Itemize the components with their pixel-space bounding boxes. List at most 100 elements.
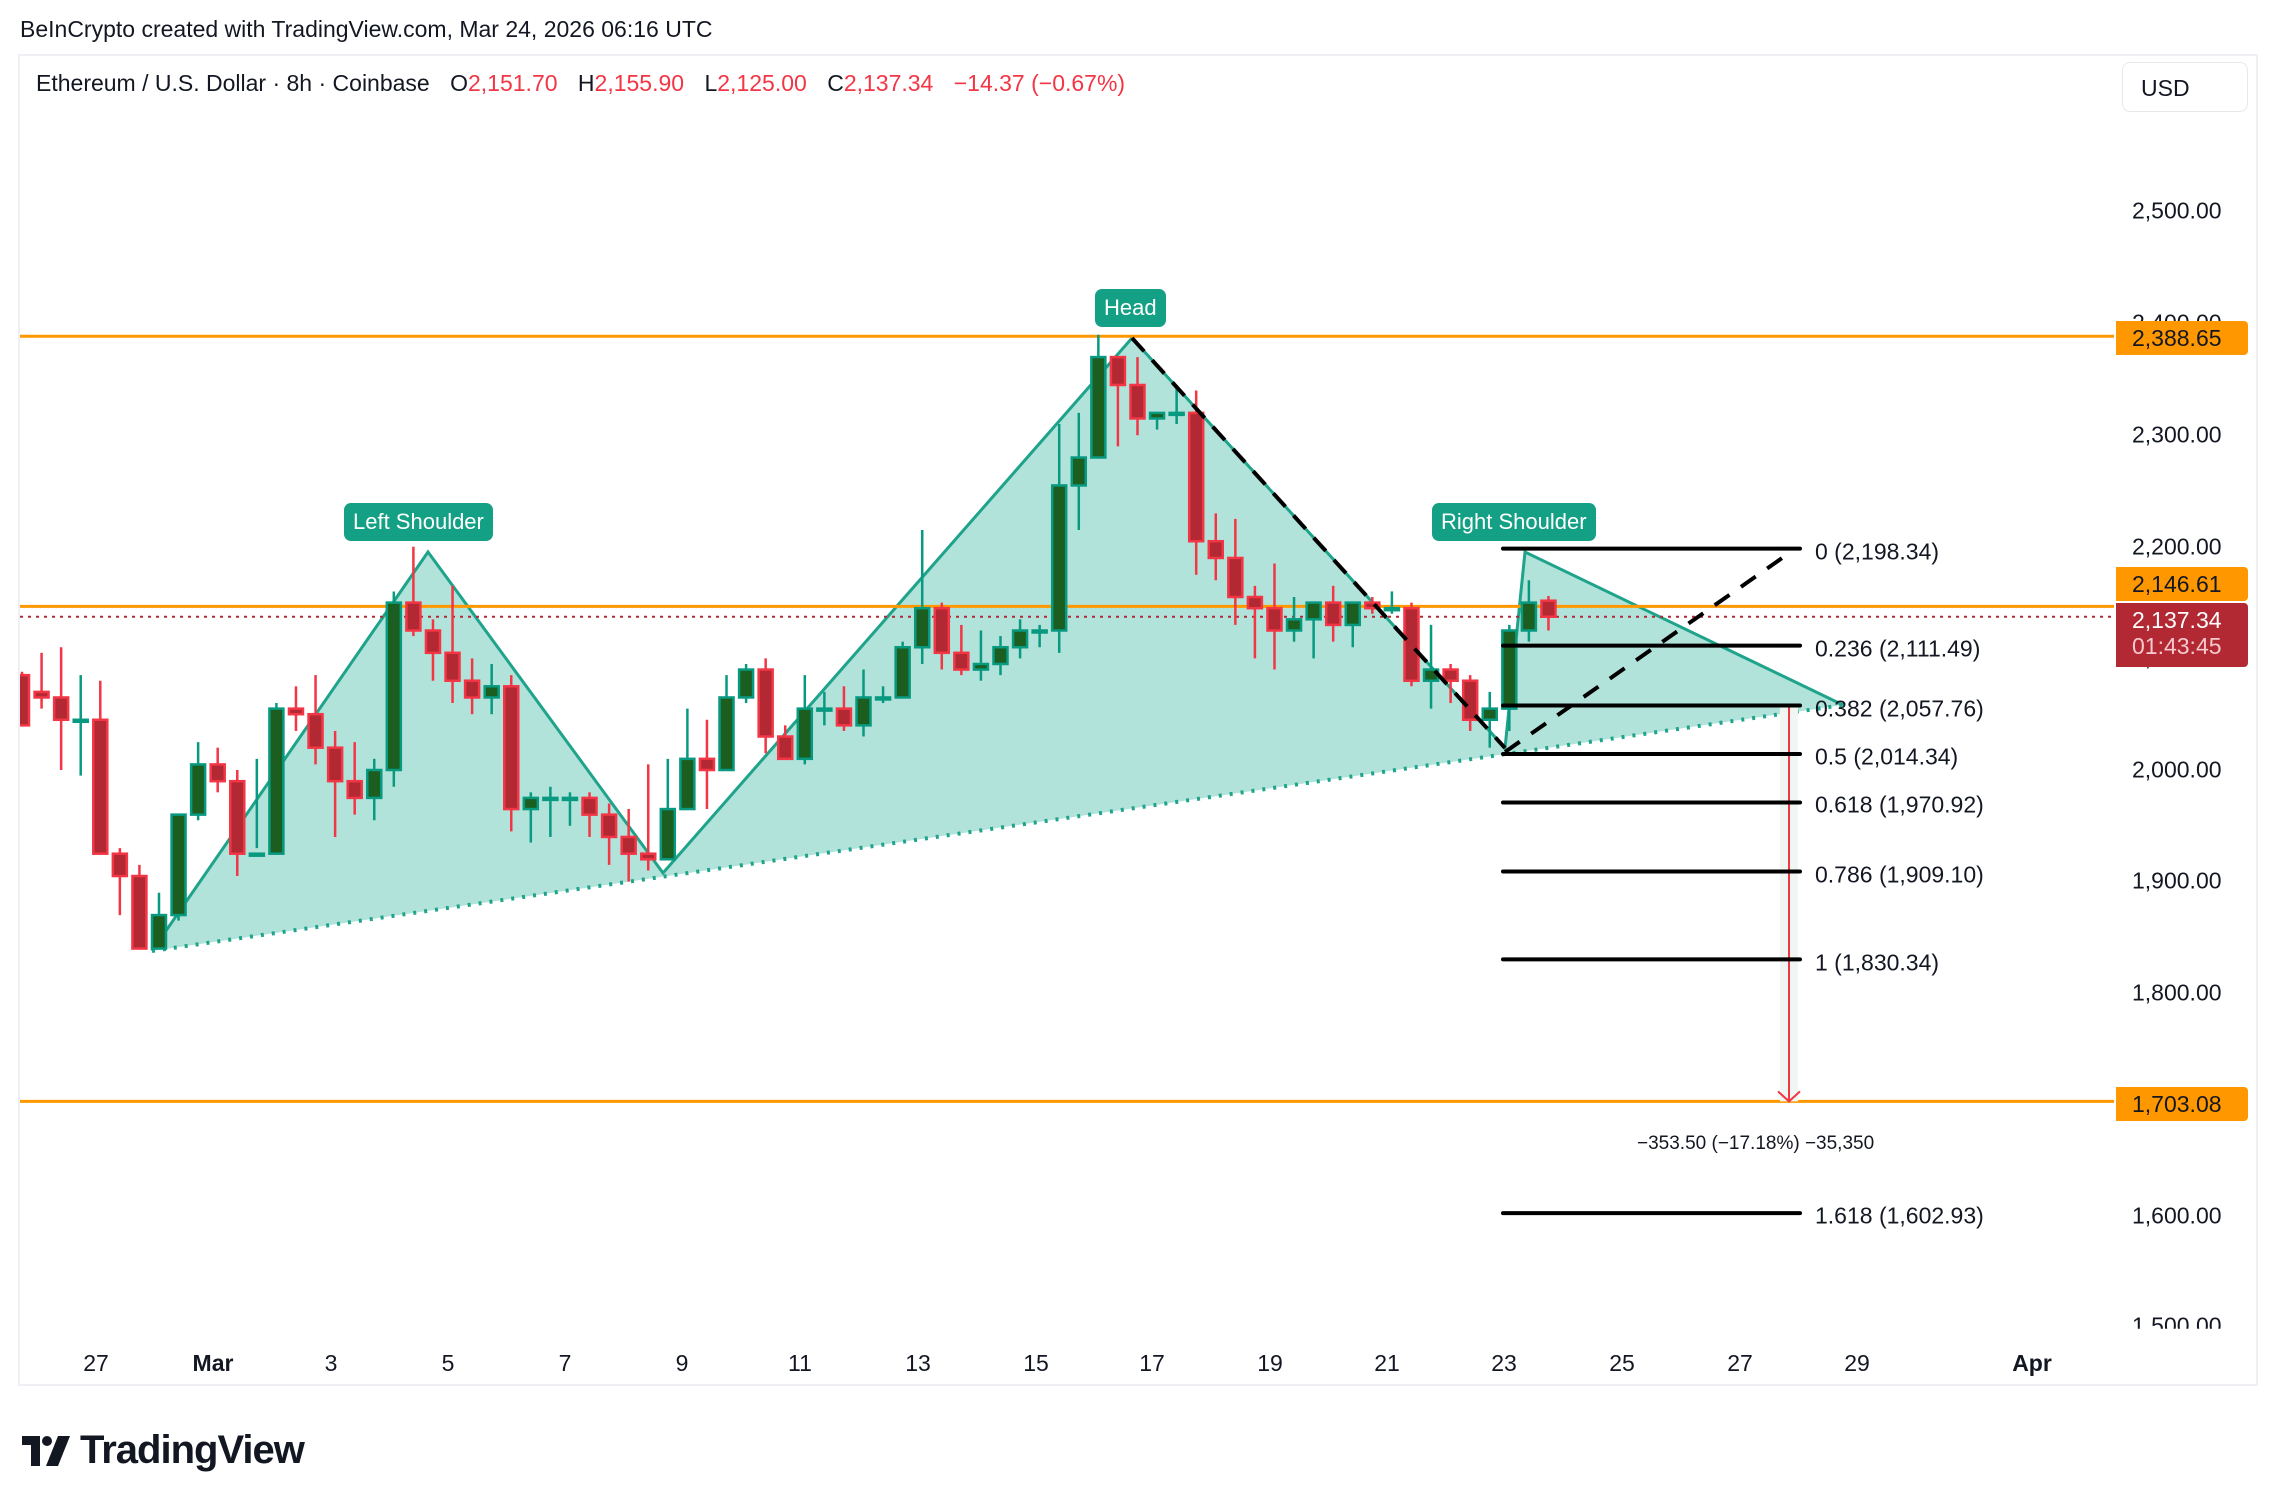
currency-button[interactable]: USD	[2122, 62, 2248, 112]
candle-down	[698, 757, 716, 772]
candle-down	[1129, 383, 1146, 420]
candle-up	[718, 696, 735, 772]
time-tick: 19	[1257, 1350, 1283, 1376]
candle-down	[1324, 601, 1342, 627]
high-label: H	[577, 70, 595, 96]
price-tick: 1,900.00	[2132, 867, 2222, 894]
candle-up	[1168, 411, 1185, 417]
price-tick: 1,500.00	[2132, 1312, 2222, 1339]
candle-down	[600, 813, 618, 839]
time-tick: Apr	[2012, 1350, 2052, 1376]
candle-down	[131, 874, 148, 950]
open-label: O	[450, 70, 468, 96]
fib-level-0382: 0.382 (2,057.76)	[1815, 695, 1984, 722]
last-price-value: 2,137.34	[2132, 607, 2222, 633]
neckline-price-tag: 2,146.61	[2116, 567, 2248, 601]
head-label[interactable]: Head	[1095, 289, 1166, 327]
left-shoulder-label[interactable]: Left Shoulder	[344, 503, 493, 541]
candle-down	[424, 629, 442, 655]
price-tick: 2,300.00	[2132, 421, 2222, 448]
candle-up	[1070, 456, 1088, 487]
candle-up	[189, 763, 207, 816]
candle-down	[52, 696, 70, 722]
candle-up	[796, 707, 814, 761]
candle-up	[1050, 484, 1068, 632]
candle-down	[1364, 601, 1381, 610]
candle-up	[1344, 601, 1362, 627]
low-value: 2,125.00	[717, 70, 807, 96]
time-tick: 5	[441, 1350, 455, 1376]
candle-down	[1109, 355, 1127, 387]
right-shoulder-label[interactable]: Right Shoulder	[1432, 503, 1596, 541]
candle-down	[933, 606, 951, 655]
candle-up	[992, 645, 1009, 666]
time-tick: 17	[1139, 1350, 1165, 1376]
candle-up	[1011, 629, 1029, 649]
candle-down	[346, 779, 363, 800]
candle-up	[894, 645, 911, 699]
bar-countdown: 01:43:45	[2132, 633, 2222, 659]
time-tick: 27	[1727, 1350, 1753, 1376]
candle-down	[1207, 539, 1225, 560]
ohlc-legend: Ethereum / U.S. Dollar · 8h · Coinbase O…	[36, 70, 1125, 97]
symbol-title[interactable]: Ethereum / U.S. Dollar · 8h · Coinbase	[36, 70, 430, 96]
candle-up	[1031, 629, 1048, 634]
ascending-projection-line	[1503, 554, 1787, 754]
time-tick: 9	[675, 1350, 689, 1376]
candle-down	[776, 735, 794, 761]
candle-down	[620, 835, 637, 855]
candle-down	[835, 707, 853, 727]
candle-down	[33, 690, 50, 699]
price-tick: 2,500.00	[2132, 197, 2222, 224]
time-tick: 23	[1491, 1350, 1517, 1376]
candle-up	[816, 707, 833, 712]
close-label: C	[827, 70, 844, 96]
candle-up	[679, 757, 696, 811]
candle-up	[561, 796, 579, 802]
fib-level-0786: 0.786 (1,909.10)	[1815, 861, 1984, 888]
candle-up	[855, 696, 872, 727]
low-label: L	[704, 70, 718, 96]
candle-up	[659, 807, 677, 861]
change-value: −14.37 (−0.67%)	[953, 70, 1126, 96]
candle-up	[737, 668, 755, 699]
candle-down	[405, 601, 422, 632]
candle-up	[1520, 601, 1538, 632]
candle-up	[483, 685, 500, 699]
candle-up	[1501, 629, 1518, 710]
time-tick: 13	[905, 1350, 931, 1376]
candle-down	[581, 796, 598, 816]
time-tick: 3	[324, 1350, 338, 1376]
candle-up	[1090, 355, 1107, 459]
candle-up	[1305, 601, 1322, 621]
candle-down	[20, 673, 31, 727]
candle-down	[1461, 679, 1479, 722]
candle-down	[326, 746, 344, 783]
descending-trendline	[1130, 336, 1507, 750]
price-tick: 2,200.00	[2132, 533, 2222, 560]
candle-down	[1540, 599, 1557, 618]
candle-down	[287, 707, 305, 716]
fib-level-1: 1 (1,830.34)	[1815, 949, 1940, 976]
candle-down	[444, 651, 461, 682]
price-tick: 1,600.00	[2132, 1202, 2222, 1229]
candle-down	[503, 685, 520, 811]
open-value: 2,151.70	[468, 70, 558, 96]
resistance-price-tag: 2,388.65	[2116, 321, 2248, 355]
time-tick: 11	[788, 1350, 812, 1376]
candle-up	[874, 696, 892, 701]
candle-down	[1227, 556, 1244, 599]
candle-down	[639, 852, 657, 861]
price-tick: 2,000.00	[2132, 756, 2222, 783]
fib-level-1618: 1.618 (1,602.93)	[1815, 1202, 1984, 1229]
candle-up	[542, 796, 559, 802]
time-tick: 25	[1609, 1350, 1635, 1376]
candle-up	[522, 796, 540, 811]
tradingview-logo[interactable]: TradingView	[22, 1428, 305, 1473]
candle-down	[1266, 606, 1283, 632]
candle-up	[1148, 411, 1166, 420]
price-axis-border	[2256, 54, 2258, 1386]
time-tick: 7	[558, 1350, 572, 1376]
candle-up	[248, 852, 266, 857]
